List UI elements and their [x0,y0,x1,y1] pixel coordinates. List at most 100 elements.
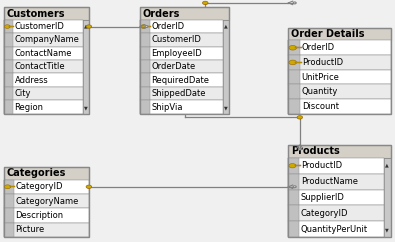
Text: ProductID: ProductID [301,161,342,170]
Bar [146,26,151,27]
Circle shape [4,185,11,189]
Bar [10,186,15,187]
Circle shape [141,25,147,28]
Bar [288,84,391,99]
Bar [288,189,299,205]
Text: ▼: ▼ [224,105,228,110]
Text: ▼: ▼ [386,227,389,233]
Bar [140,74,150,87]
Text: OrderID: OrderID [151,22,184,31]
Bar [288,99,300,114]
Bar [4,60,83,74]
Bar [384,158,391,237]
Bar [140,20,223,33]
Bar [288,70,391,84]
Circle shape [289,60,297,65]
Text: ProductName: ProductName [301,177,358,186]
Bar [288,28,391,114]
Circle shape [289,45,297,50]
Text: CustomerID: CustomerID [151,36,201,45]
Bar [140,100,150,114]
Bar [4,180,14,194]
Bar [288,221,299,237]
Text: ShippedDate: ShippedDate [151,89,206,98]
Bar [4,208,89,223]
Bar [83,20,89,114]
Text: CategoryName: CategoryName [15,197,79,206]
Bar [4,87,83,100]
Text: Description: Description [15,211,64,220]
Bar [288,221,384,237]
Bar [4,100,13,114]
Bar [140,33,223,47]
Bar [288,205,299,221]
Text: ContactTitle: ContactTitle [15,62,65,71]
Text: Products: Products [291,146,340,157]
Bar [288,28,391,40]
Text: ▲: ▲ [386,162,389,167]
Bar [4,33,83,47]
Bar [4,194,89,208]
Bar [288,189,384,205]
Bar [140,7,229,114]
Bar [4,7,89,20]
Text: SupplierID: SupplierID [301,193,345,202]
Circle shape [297,116,303,119]
Bar [140,47,223,60]
Text: QuantityPerUnit: QuantityPerUnit [301,225,368,234]
Bar [288,205,384,221]
Bar [4,74,83,87]
Bar [4,100,83,114]
Bar [288,158,384,174]
Bar [140,33,150,47]
Bar [140,60,223,74]
Bar [140,47,150,60]
Text: ProductID: ProductID [302,58,343,67]
Bar [288,145,391,237]
Text: CategoryID: CategoryID [15,182,63,191]
Bar [288,40,300,55]
Bar [4,87,13,100]
Bar [295,62,302,63]
Text: UnitPrice: UnitPrice [302,73,340,82]
Bar [4,47,83,60]
Circle shape [289,164,296,168]
Circle shape [293,2,296,4]
Bar [295,47,302,48]
Bar [140,100,223,114]
Bar [288,40,391,55]
Circle shape [298,148,301,150]
Bar [295,165,301,166]
Bar [140,74,223,87]
Circle shape [203,1,208,5]
Bar [4,20,83,33]
Bar [4,180,89,194]
Text: ▲: ▲ [224,23,228,28]
Bar [140,20,150,33]
Text: Address: Address [15,76,48,85]
Text: Region: Region [15,103,43,112]
Bar [4,167,89,237]
Circle shape [86,25,92,28]
Bar [4,20,13,33]
Bar [288,174,299,189]
Text: CustomerID: CustomerID [15,22,64,31]
Text: CategoryID: CategoryID [301,209,348,218]
Circle shape [293,186,296,188]
Bar [288,55,300,70]
Bar [4,167,89,180]
Text: City: City [15,89,31,98]
Text: ▲: ▲ [84,23,88,28]
Text: OrderDate: OrderDate [151,62,196,71]
Text: ▼: ▼ [84,105,88,110]
Bar [288,70,300,84]
Text: CompanyName: CompanyName [15,36,79,45]
Text: EmployeeID: EmployeeID [151,49,202,58]
Bar [288,158,299,174]
Bar [4,223,14,237]
Bar [288,174,384,189]
Circle shape [145,26,148,28]
Text: Picture: Picture [15,226,45,234]
Text: ShipVia: ShipVia [151,103,183,112]
Bar [140,87,150,100]
